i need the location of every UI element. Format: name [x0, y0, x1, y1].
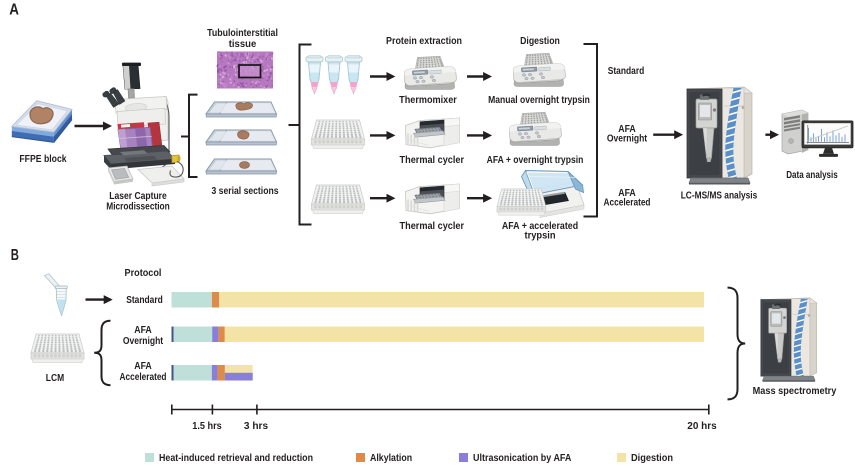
svg-text:Alkylation: Alkylation — [370, 453, 412, 464]
svg-text:trypsin: trypsin — [525, 231, 556, 242]
svg-text:Accelerated: Accelerated — [120, 372, 167, 383]
svg-text:LCM: LCM — [46, 373, 64, 384]
svg-text:A: A — [9, 2, 19, 19]
svg-text:Mass spectrometry: Mass spectrometry — [753, 386, 837, 397]
svg-text:Microdissection: Microdissection — [106, 202, 170, 213]
svg-text:Digestion: Digestion — [631, 453, 673, 464]
svg-text:AFA: AFA — [618, 188, 636, 199]
svg-text:Thermal cycler: Thermal cycler — [400, 155, 465, 166]
svg-text:AFA + accelerated: AFA + accelerated — [502, 221, 578, 232]
svg-text:3 serial sections: 3 serial sections — [212, 186, 279, 197]
svg-text:3 hrs: 3 hrs — [244, 421, 269, 432]
svg-text:FFPE block: FFPE block — [19, 154, 67, 165]
svg-text:1.5 hrs: 1.5 hrs — [192, 421, 222, 432]
svg-text:AFA + overnight trypsin: AFA + overnight trypsin — [487, 155, 584, 166]
svg-text:Manual overnight trypsin: Manual overnight trypsin — [488, 95, 590, 106]
svg-text:20 hrs: 20 hrs — [687, 421, 717, 432]
svg-text:Protein extraction: Protein extraction — [386, 36, 462, 47]
svg-text:B: B — [11, 247, 19, 264]
svg-text:Overnight: Overnight — [123, 336, 164, 347]
svg-text:Laser Capture: Laser Capture — [109, 191, 167, 202]
svg-text:AFA: AFA — [618, 124, 636, 135]
svg-text:Standard: Standard — [608, 66, 645, 77]
svg-text:Overnight: Overnight — [607, 133, 648, 144]
svg-text:Ultrasonication by AFA: Ultrasonication by AFA — [473, 453, 571, 464]
svg-text:Thermomixer: Thermomixer — [399, 95, 457, 106]
svg-text:Data analysis: Data analysis — [786, 170, 838, 181]
svg-text:Digestion: Digestion — [520, 36, 560, 47]
svg-text:Thermal cycler: Thermal cycler — [400, 221, 465, 232]
svg-text:Tubulointerstitial: Tubulointerstitial — [207, 28, 278, 39]
svg-text:AFA: AFA — [134, 361, 152, 372]
svg-text:LC-MS/MS analysis: LC-MS/MS analysis — [681, 191, 758, 202]
svg-text:Protocol: Protocol — [125, 268, 162, 279]
svg-text:AFA: AFA — [134, 325, 152, 336]
svg-text:Heat-induced retrieval and red: Heat-induced retrieval and reduction — [159, 453, 313, 464]
svg-text:Standard: Standard — [126, 295, 163, 306]
svg-text:tissue: tissue — [229, 39, 257, 50]
svg-text:Accelerated: Accelerated — [604, 197, 651, 208]
